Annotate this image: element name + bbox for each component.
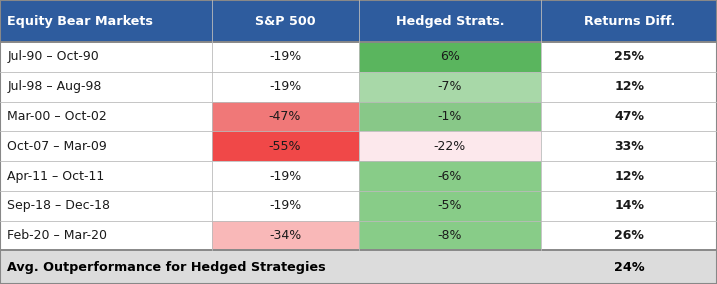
Bar — [0, 102, 212, 131]
Text: Oct-07 – Mar-09: Oct-07 – Mar-09 — [7, 140, 107, 153]
Bar — [358, 161, 541, 191]
Bar — [358, 102, 541, 131]
Bar — [541, 102, 717, 131]
Bar — [212, 161, 358, 191]
Text: 26%: 26% — [614, 229, 644, 242]
Bar — [212, 102, 358, 131]
Text: -34%: -34% — [269, 229, 301, 242]
Text: S&P 500: S&P 500 — [255, 14, 315, 28]
Text: -19%: -19% — [269, 170, 301, 183]
Bar — [212, 0, 358, 42]
Text: Sep-18 – Dec-18: Sep-18 – Dec-18 — [7, 199, 110, 212]
Bar — [212, 42, 358, 72]
Text: -19%: -19% — [269, 199, 301, 212]
Bar — [0, 72, 212, 102]
Bar — [0, 42, 212, 72]
Bar — [358, 72, 541, 102]
Bar — [358, 221, 541, 250]
Text: Equity Bear Markets: Equity Bear Markets — [7, 14, 153, 28]
Bar — [541, 72, 717, 102]
Text: -47%: -47% — [269, 110, 301, 123]
Text: Avg. Outperformance for Hedged Strategies: Avg. Outperformance for Hedged Strategie… — [7, 261, 326, 274]
Bar — [358, 191, 541, 221]
Bar — [541, 131, 717, 161]
Text: 14%: 14% — [614, 199, 644, 212]
Bar — [0, 0, 212, 42]
Text: 12%: 12% — [614, 80, 644, 93]
Bar — [0, 221, 212, 250]
Text: -22%: -22% — [434, 140, 466, 153]
Text: Jul-90 – Oct-90: Jul-90 – Oct-90 — [7, 51, 99, 63]
Bar — [212, 191, 358, 221]
Text: 25%: 25% — [614, 51, 644, 63]
Bar — [0, 161, 212, 191]
Text: Hedged Strats.: Hedged Strats. — [396, 14, 504, 28]
Text: 24%: 24% — [614, 261, 645, 274]
Bar — [541, 221, 717, 250]
Text: -5%: -5% — [437, 199, 462, 212]
Text: -6%: -6% — [438, 170, 462, 183]
Bar — [0, 191, 212, 221]
Text: Apr-11 – Oct-11: Apr-11 – Oct-11 — [7, 170, 105, 183]
Text: Mar-00 – Oct-02: Mar-00 – Oct-02 — [7, 110, 107, 123]
Bar — [541, 0, 717, 42]
Bar — [358, 0, 541, 42]
Bar — [0, 131, 212, 161]
Text: -55%: -55% — [269, 140, 301, 153]
Bar — [541, 161, 717, 191]
Text: 33%: 33% — [614, 140, 644, 153]
Bar — [0, 250, 541, 284]
Text: 12%: 12% — [614, 170, 644, 183]
Bar — [541, 42, 717, 72]
Text: -1%: -1% — [438, 110, 462, 123]
Bar — [212, 221, 358, 250]
Bar — [541, 191, 717, 221]
Text: -19%: -19% — [269, 80, 301, 93]
Text: 6%: 6% — [440, 51, 460, 63]
Bar — [541, 250, 717, 284]
Bar — [212, 131, 358, 161]
Text: 47%: 47% — [614, 110, 644, 123]
Text: -19%: -19% — [269, 51, 301, 63]
Text: -7%: -7% — [437, 80, 462, 93]
Bar — [358, 42, 541, 72]
Bar — [358, 131, 541, 161]
Text: Jul-98 – Aug-98: Jul-98 – Aug-98 — [7, 80, 102, 93]
Bar — [212, 72, 358, 102]
Text: -8%: -8% — [437, 229, 462, 242]
Text: Feb-20 – Mar-20: Feb-20 – Mar-20 — [7, 229, 107, 242]
Text: Returns Diff.: Returns Diff. — [584, 14, 675, 28]
